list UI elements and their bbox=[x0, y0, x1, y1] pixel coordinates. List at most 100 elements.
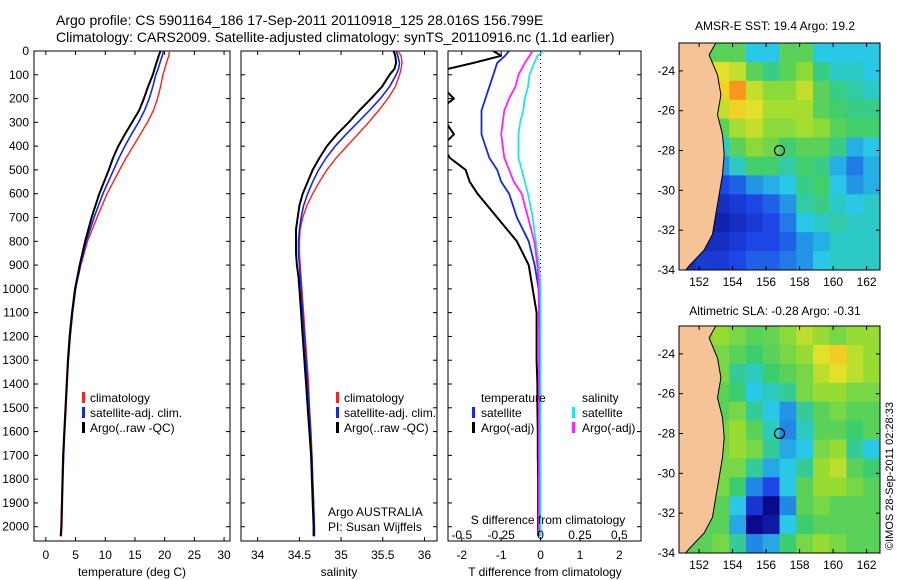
map-cell bbox=[796, 496, 814, 516]
legend-header-temperature: temperature bbox=[481, 391, 546, 405]
map-cell bbox=[829, 326, 848, 346]
longitude-label: 156 bbox=[756, 558, 776, 572]
map-cell bbox=[846, 458, 864, 478]
sst-map: AMSR-E SST: 19.4 Argo: 19.2 152 154 156 158… bbox=[658, 19, 881, 289]
sla-map: Altimetric SLA: -0.28 Argo: -0.31 152 154… bbox=[658, 304, 881, 572]
longitude-label: 154 bbox=[723, 275, 743, 289]
map-cell bbox=[762, 534, 781, 553]
salinity-axes-frame bbox=[240, 50, 438, 542]
map-cell bbox=[729, 382, 747, 403]
map-cell bbox=[712, 213, 730, 233]
map-cell bbox=[796, 175, 814, 195]
map-cell bbox=[729, 137, 747, 158]
x-tick-label: -2 bbox=[456, 548, 467, 562]
latitude-label: -24 bbox=[658, 64, 676, 78]
salinity-diff-ticks: -0.5 -0.25 0 0.25 0.5 bbox=[451, 528, 628, 542]
map-cell bbox=[746, 61, 764, 82]
map-cell bbox=[729, 213, 747, 233]
legend-swatch-satellite bbox=[82, 407, 85, 418]
map-cell bbox=[729, 99, 747, 120]
map-cell bbox=[863, 118, 880, 139]
temperature-axes-frame bbox=[33, 50, 231, 542]
map-cell bbox=[729, 401, 747, 422]
x-tick-label: 35 bbox=[334, 548, 348, 562]
map-cell bbox=[863, 382, 880, 403]
map-cell bbox=[863, 137, 880, 158]
y-tick-label: 2000 bbox=[2, 520, 29, 534]
map-cell bbox=[796, 477, 814, 497]
map-cell bbox=[796, 420, 814, 441]
map-cell bbox=[762, 363, 781, 384]
y-tick-label: 200 bbox=[9, 92, 29, 106]
difference-xlabel-top: S difference from climatology bbox=[471, 513, 626, 527]
map-cell bbox=[779, 326, 797, 346]
map-cell bbox=[829, 477, 848, 497]
map-cell bbox=[846, 326, 864, 346]
map-cell bbox=[729, 477, 747, 497]
map-cell bbox=[813, 515, 831, 535]
map-cell bbox=[846, 156, 864, 177]
longitude-label: 162 bbox=[857, 275, 877, 289]
map-cell bbox=[729, 175, 747, 195]
map-cell bbox=[846, 251, 864, 270]
map-cell bbox=[863, 515, 880, 535]
map-cell bbox=[813, 458, 831, 478]
legend-label-t-satellite: satellite bbox=[481, 406, 522, 420]
s-tick-label: 0 bbox=[537, 528, 544, 542]
y-tick-label: 1300 bbox=[2, 353, 29, 367]
map-cell bbox=[829, 43, 848, 63]
map-cell bbox=[813, 61, 831, 82]
map-cell bbox=[712, 326, 730, 346]
series-line-satellite-adj-clim- bbox=[297, 50, 401, 537]
x-tick-label: 15 bbox=[128, 548, 142, 562]
map-cell bbox=[779, 534, 797, 553]
map-cell bbox=[829, 232, 848, 252]
map-cell bbox=[813, 43, 831, 63]
map-cell bbox=[746, 363, 764, 384]
map-cell bbox=[813, 363, 831, 384]
map-cell bbox=[813, 99, 831, 120]
map-cell bbox=[762, 251, 781, 270]
map-cell bbox=[846, 80, 864, 101]
map-cell bbox=[813, 118, 831, 139]
map-cell bbox=[863, 80, 880, 101]
map-cell bbox=[863, 213, 880, 233]
map-cell bbox=[796, 232, 814, 252]
difference-x-axis: -2 -1 0 1 2 bbox=[448, 50, 641, 562]
s-tick-label: -0.25 bbox=[487, 528, 515, 542]
map-cell bbox=[829, 251, 848, 270]
sst-map-title: AMSR-E SST: 19.4 Argo: 19.2 bbox=[695, 19, 855, 33]
y-tick-label: 700 bbox=[9, 211, 29, 225]
difference-axes-frame bbox=[447, 50, 642, 542]
x-tick-label: 25 bbox=[188, 548, 202, 562]
legend-label-climatology: climatology bbox=[344, 391, 404, 405]
map-cell bbox=[813, 439, 831, 460]
latitude-label: -24 bbox=[658, 347, 676, 361]
map-cell bbox=[829, 420, 848, 441]
map-cell bbox=[779, 194, 797, 214]
map-cell bbox=[863, 477, 880, 497]
map-cell bbox=[712, 251, 730, 270]
map-cell bbox=[779, 344, 797, 365]
annotation-pi: PI: Susan Wijffels bbox=[328, 520, 422, 534]
y-tick-label: 500 bbox=[9, 163, 29, 177]
difference-xlabel: T difference from climatology bbox=[468, 565, 622, 579]
map-cell bbox=[829, 175, 848, 195]
header-line1: Argo profile: CS 5901164_186 17-Sep-2011… bbox=[56, 12, 543, 28]
map-cell bbox=[762, 175, 781, 195]
map-cell bbox=[846, 344, 864, 365]
x-tick-label: 2 bbox=[616, 548, 623, 562]
land-area bbox=[679, 326, 725, 553]
map-cell bbox=[829, 137, 848, 158]
salinity-legend: climatology satellite-adj. clim. Argo(..… bbox=[336, 391, 436, 435]
map-cell bbox=[863, 61, 880, 82]
y-tick-label: 0 bbox=[22, 44, 29, 58]
series-line-salinity-argo-adj- bbox=[500, 51, 540, 537]
map-cell bbox=[746, 420, 764, 441]
map-cell bbox=[829, 401, 848, 422]
map-cell bbox=[863, 251, 880, 270]
map-cell bbox=[746, 477, 764, 497]
map-cell bbox=[813, 401, 831, 422]
legend-label-s-argo: Argo(-adj) bbox=[582, 421, 635, 435]
map-cell bbox=[729, 251, 747, 270]
